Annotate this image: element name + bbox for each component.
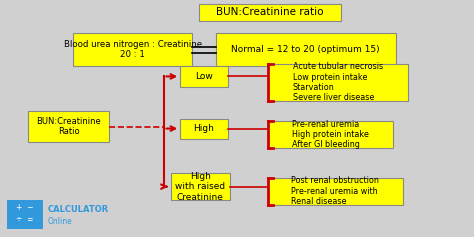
Text: +  −
÷  =: + − ÷ =	[17, 203, 34, 224]
FancyBboxPatch shape	[268, 121, 393, 148]
Text: Acute tubular necrosis
Low protein intake
Starvation
Severe liver disease: Acute tubular necrosis Low protein intak…	[292, 62, 383, 102]
Text: Online: Online	[47, 217, 72, 226]
FancyBboxPatch shape	[199, 4, 341, 21]
FancyBboxPatch shape	[73, 33, 192, 66]
Text: Post renal obstruction
Pre-renal uremia with
Renal disease: Post renal obstruction Pre-renal uremia …	[292, 177, 379, 206]
FancyBboxPatch shape	[7, 200, 43, 229]
FancyBboxPatch shape	[180, 66, 228, 87]
Text: Blood urea nitrogen : Creatinine
20 : 1: Blood urea nitrogen : Creatinine 20 : 1	[64, 40, 202, 59]
Text: CALCULATOR: CALCULATOR	[47, 205, 109, 214]
FancyBboxPatch shape	[268, 64, 408, 101]
Text: Pre-renal uremia
High protein intake
After GI bleeding: Pre-renal uremia High protein intake Aft…	[292, 120, 369, 149]
FancyBboxPatch shape	[28, 111, 109, 142]
Text: Normal = 12 to 20 (optimum 15): Normal = 12 to 20 (optimum 15)	[231, 45, 380, 54]
Text: Low: Low	[195, 72, 213, 81]
Text: BUN:Creatinine
Ratio: BUN:Creatinine Ratio	[36, 117, 101, 137]
FancyBboxPatch shape	[268, 178, 403, 205]
FancyBboxPatch shape	[180, 118, 228, 139]
Text: BUN:Creatinine ratio: BUN:Creatinine ratio	[217, 7, 324, 18]
Text: High
with raised
Creatinine: High with raised Creatinine	[175, 172, 225, 201]
FancyBboxPatch shape	[171, 173, 230, 200]
FancyBboxPatch shape	[216, 33, 396, 66]
Text: High: High	[193, 124, 214, 133]
